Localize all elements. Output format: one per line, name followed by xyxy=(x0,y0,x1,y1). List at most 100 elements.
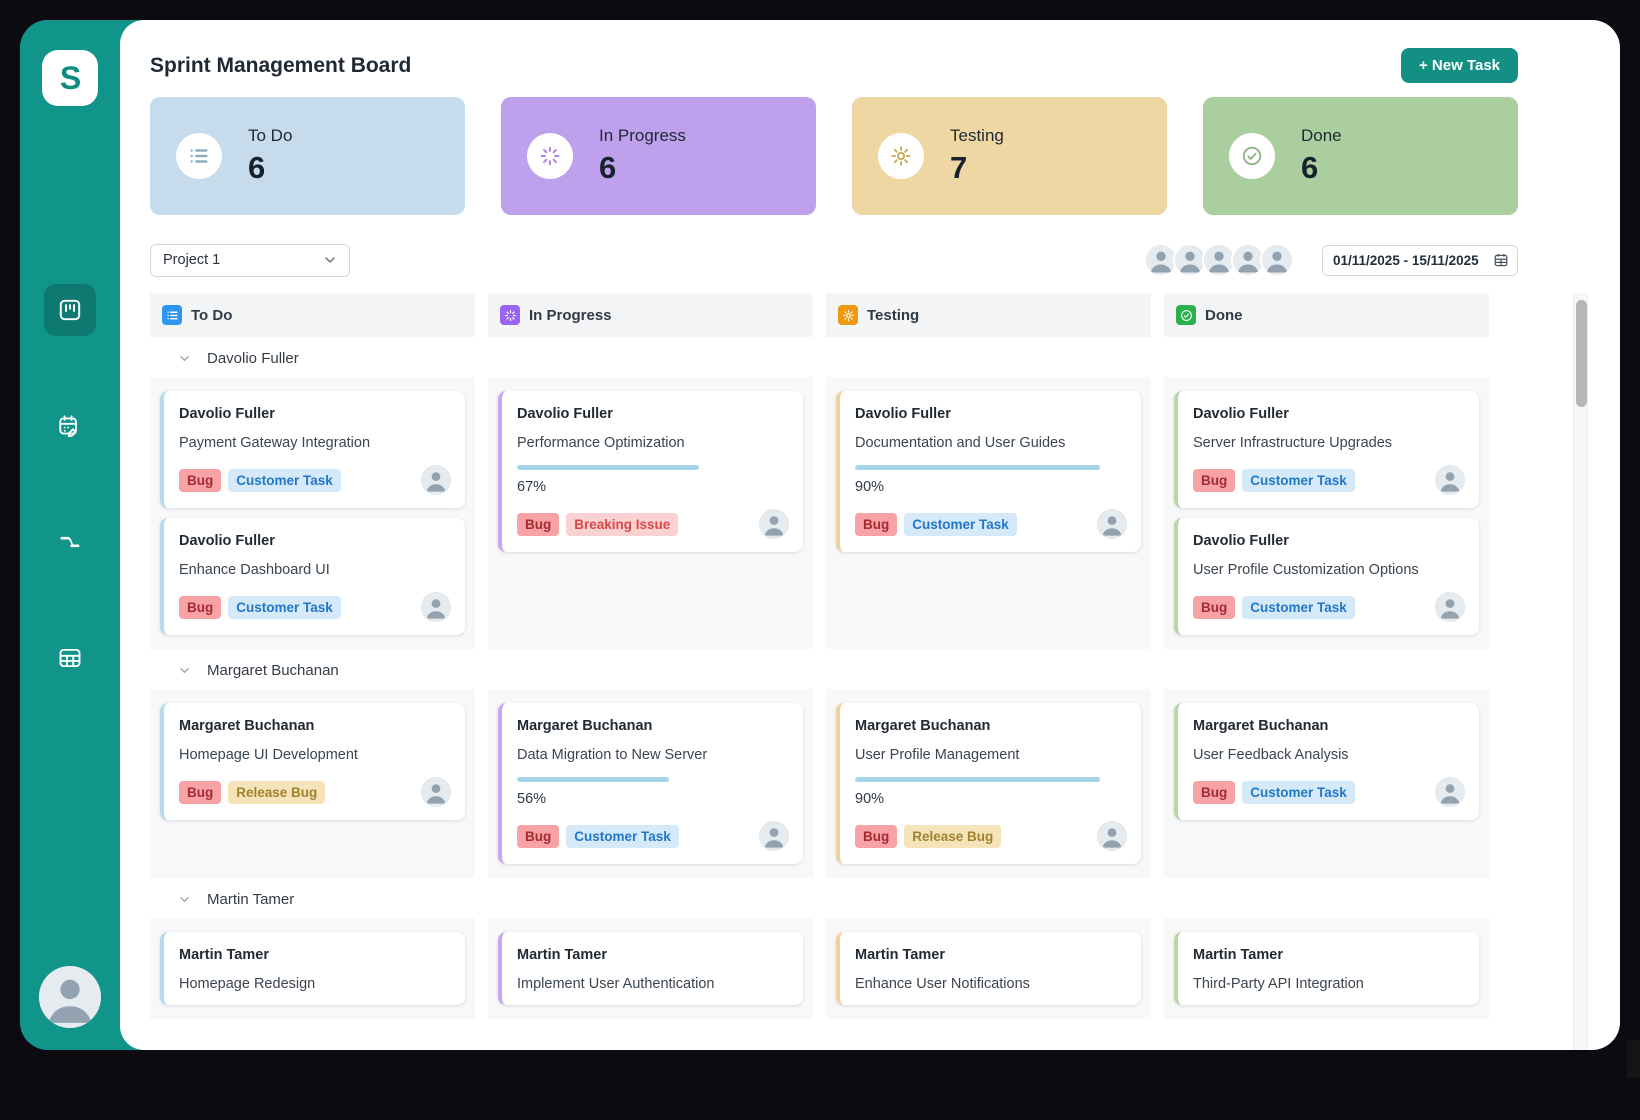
task-card[interactable]: Davolio Fuller User Profile Customizatio… xyxy=(1174,518,1479,635)
card-assignee: Martin Tamer xyxy=(517,947,607,963)
card-progress: 67% xyxy=(517,465,789,495)
member-avatar[interactable] xyxy=(1144,243,1178,277)
summary-card-to-do: To Do 6 xyxy=(150,97,465,215)
task-card[interactable]: Martin Tamer Third-Party API Integration xyxy=(1174,932,1479,1005)
task-card[interactable]: Martin Tamer Homepage Redesign xyxy=(160,932,465,1005)
page-title: Sprint Management Board xyxy=(150,53,412,77)
progress-bar xyxy=(517,777,789,782)
task-card[interactable]: Martin Tamer Enhance User Notifications xyxy=(836,932,1141,1005)
group-header-martin-tamer[interactable]: Martin Tamer xyxy=(150,878,1590,918)
summary-count: 7 xyxy=(950,150,968,185)
card-title: Third-Party API Integration xyxy=(1193,976,1364,992)
card-assignee: Margaret Buchanan xyxy=(179,718,315,734)
card-footer: Bug Customer Task xyxy=(1193,777,1465,807)
member-avatar[interactable] xyxy=(1173,243,1207,277)
card-title: User Feedback Analysis xyxy=(1193,747,1349,763)
group-header-davolio-fuller[interactable]: Davolio Fuller xyxy=(150,337,1590,377)
summary-label: Done xyxy=(1301,126,1342,145)
tag-customer-task: Customer Task xyxy=(566,824,679,848)
member-avatar[interactable] xyxy=(1260,243,1294,277)
board-scrollbar-thumb[interactable] xyxy=(1575,300,1587,407)
task-card[interactable]: Margaret Buchanan User Feedback Analysis… xyxy=(1174,703,1479,820)
list-icon xyxy=(162,305,182,325)
task-card[interactable]: Davolio Fuller Server Infrastructure Upg… xyxy=(1174,391,1479,508)
filter-row: Project 1 01/11/2025 - 15/11/2025 xyxy=(150,243,1518,277)
sidebar-item-calendar-edit[interactable] xyxy=(44,400,96,452)
card-tags: Bug Release Bug xyxy=(855,824,1002,848)
member-avatar-stack xyxy=(1144,243,1294,277)
card-assignee: Martin Tamer xyxy=(855,947,945,963)
card-footer: Bug Customer Task xyxy=(1193,465,1465,495)
swimlane-cell-todo: Martin Tamer Homepage Redesign xyxy=(150,918,475,1019)
sidebar-item-kanban-board[interactable] xyxy=(44,284,96,336)
task-card[interactable]: Davolio Fuller Payment Gateway Integrati… xyxy=(160,391,465,508)
assignee-avatar-icon xyxy=(759,509,789,539)
task-card[interactable]: Margaret Buchanan Data Migration to New … xyxy=(498,703,803,864)
check-icon xyxy=(1176,305,1196,325)
card-tags: Bug Customer Task xyxy=(517,824,679,848)
board-scrollbar-track[interactable] xyxy=(1573,293,1588,1050)
user-avatar[interactable] xyxy=(39,966,101,1028)
column-label: In Progress xyxy=(529,306,612,324)
swimlane-cell-done: Margaret Buchanan User Feedback Analysis… xyxy=(1164,689,1489,878)
swimlane-cell-inprogress: Davolio Fuller Performance Optimization … xyxy=(488,377,813,649)
sidebar-item-table-grid[interactable] xyxy=(44,632,96,684)
card-assignee: Davolio Fuller xyxy=(1193,533,1289,549)
calendar-icon xyxy=(1494,253,1508,267)
project-select-value: Project 1 xyxy=(163,252,221,268)
task-card[interactable]: Margaret Buchanan User Profile Managemen… xyxy=(836,703,1141,864)
tag-customer-task: Customer Task xyxy=(1242,468,1355,492)
progress-icon xyxy=(500,305,520,325)
project-select[interactable]: Project 1 xyxy=(150,243,350,277)
card-title: Homepage UI Development xyxy=(179,747,358,763)
task-card[interactable]: Davolio Fuller Documentation and User Gu… xyxy=(836,391,1141,552)
task-card[interactable]: Margaret Buchanan Homepage UI Developmen… xyxy=(160,703,465,820)
task-card[interactable]: Davolio Fuller Enhance Dashboard UI Bug C… xyxy=(160,518,465,635)
member-avatar[interactable] xyxy=(1202,243,1236,277)
board-rows: Davolio Fuller Davolio Fuller Payment Ga… xyxy=(150,337,1590,1019)
gear-icon xyxy=(878,133,924,179)
card-title: Implement User Authentication xyxy=(517,976,715,992)
summary-label: In Progress xyxy=(599,126,686,145)
assignee-avatar-icon xyxy=(1097,509,1127,539)
progress-bar xyxy=(855,465,1127,470)
card-footer: Bug Release Bug xyxy=(179,777,451,807)
column-label: To Do xyxy=(191,306,233,324)
sidebar: S xyxy=(20,20,120,1050)
card-tags: Bug Customer Task xyxy=(855,512,1017,536)
tag-bug: Bug xyxy=(179,780,222,804)
swimlane: Davolio Fuller Payment Gateway Integrati… xyxy=(150,377,1590,649)
swimlane-cell-inprogress: Margaret Buchanan Data Migration to New … xyxy=(488,689,813,878)
progress-value: 56% xyxy=(517,791,547,807)
card-assignee: Davolio Fuller xyxy=(1193,406,1289,422)
tag-release-bug: Release Bug xyxy=(904,824,1002,848)
task-card[interactable]: Martin Tamer Implement User Authenticati… xyxy=(498,932,803,1005)
progress-icon xyxy=(527,133,573,179)
chevron-down-icon xyxy=(325,257,335,263)
member-avatar[interactable] xyxy=(1231,243,1265,277)
card-assignee: Martin Tamer xyxy=(1193,947,1283,963)
date-range-picker[interactable]: 01/11/2025 - 15/11/2025 xyxy=(1322,244,1518,276)
swimlane: Martin Tamer Homepage Redesign Martin Ta… xyxy=(150,918,1590,1019)
card-title: Server Infrastructure Upgrades xyxy=(1193,435,1393,451)
card-tags: Bug Customer Task xyxy=(179,468,341,492)
new-task-button[interactable]: + New Task xyxy=(1400,48,1518,83)
tag-breaking-issue: Breaking Issue xyxy=(566,512,679,536)
table-grid-icon xyxy=(57,645,83,671)
gear-icon xyxy=(838,305,858,325)
tag-customer-task: Customer Task xyxy=(1242,595,1355,619)
sidebar-item-flow[interactable] xyxy=(44,516,96,568)
group-name: Martin Tamer xyxy=(207,891,295,908)
group-header-margaret-buchanan[interactable]: Margaret Buchanan xyxy=(150,649,1590,689)
card-progress: 90% xyxy=(855,777,1127,807)
card-tags: Bug Customer Task xyxy=(179,595,341,619)
column-label: Testing xyxy=(867,306,920,324)
tag-bug: Bug xyxy=(1193,595,1236,619)
assignee-avatar-icon xyxy=(421,777,451,807)
swimlane-cell-todo: Davolio Fuller Payment Gateway Integrati… xyxy=(150,377,475,649)
tag-customer-task: Customer Task xyxy=(1242,780,1355,804)
card-title: Performance Optimization xyxy=(517,435,685,451)
tag-bug: Bug xyxy=(855,512,898,536)
summary-count: 6 xyxy=(599,150,617,185)
task-card[interactable]: Davolio Fuller Performance Optimization … xyxy=(498,391,803,552)
